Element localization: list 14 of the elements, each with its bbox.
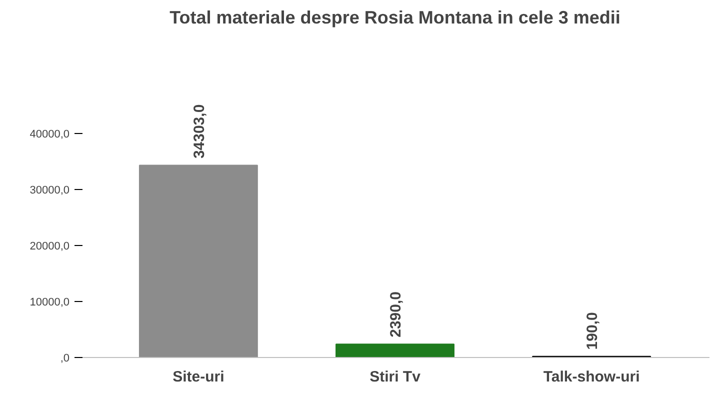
y-tick-label: 20000,0 xyxy=(30,240,70,252)
data-label: 2390,0 xyxy=(388,291,404,338)
x-tick-label: Stiri Tv xyxy=(370,368,422,386)
y-tick-label: ,0 xyxy=(60,352,70,364)
y-tick-label: 30000,0 xyxy=(30,184,70,196)
data-label: 190,0 xyxy=(584,312,602,350)
bar xyxy=(138,164,258,358)
y-tick-label: 40000,0 xyxy=(30,128,70,140)
chart-title: Total materiale despre Rosia Montana in cele 3 medii xyxy=(170,8,620,28)
data-label: 34303,0 xyxy=(190,104,208,159)
bar xyxy=(336,344,454,358)
x-tick-label: Site-uri xyxy=(172,368,224,386)
y-tick-label: 10000,0 xyxy=(30,296,70,308)
x-tick-label: Talk-show-uri xyxy=(543,368,640,386)
